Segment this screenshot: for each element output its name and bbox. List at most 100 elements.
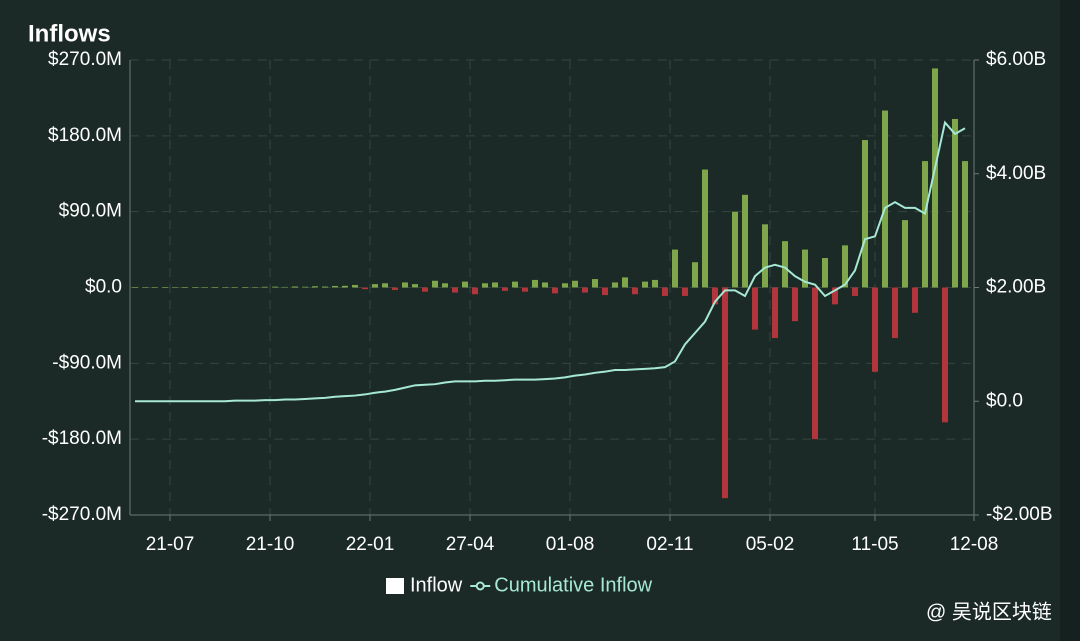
bar [892,287,898,339]
bar [272,286,278,288]
bar [952,118,958,288]
bar [422,287,428,292]
y-tick-label: -$90.0M [52,352,122,373]
bar [312,286,318,288]
y-tick-label: $180.0M [48,125,122,146]
bar [322,286,328,288]
bar [962,161,968,288]
bar [842,245,848,288]
bar [182,287,188,288]
bar [292,286,298,288]
bar [222,287,228,288]
bar [692,262,698,288]
legend-marker [475,581,485,591]
bar [852,287,858,296]
bar [902,220,908,288]
bar [452,287,458,293]
y2-tick-label: $6.00B [986,49,1046,70]
bar [152,287,158,288]
bar [232,286,238,288]
y2-tick-label: $0.0 [986,390,1023,411]
bar [782,241,788,288]
bar [912,287,918,313]
bar [702,169,708,288]
bar [402,282,408,288]
bar [802,249,808,288]
bar [362,287,368,290]
bar [752,287,758,330]
x-tick-label: 01-08 [546,534,595,555]
bar [462,281,468,288]
bar [832,287,838,305]
bar [342,285,348,288]
bar [592,279,598,288]
x-tick-label: 22-01 [346,534,395,555]
legend-label: Cumulative Inflow [494,574,652,596]
x-tick-label: 05-02 [746,534,795,555]
bar [172,287,178,288]
bar [932,68,938,288]
bar [432,280,438,288]
bar [742,194,748,288]
bar [512,281,518,288]
x-tick-label: 12-08 [950,534,999,555]
bar [352,284,358,288]
bar [192,287,198,288]
bar [572,280,578,288]
bar [642,281,648,288]
edge-strip [1060,0,1080,641]
y-tick-label: -$270.0M [42,504,122,525]
bar [942,287,948,423]
y2-tick-label: $2.00B [986,277,1046,298]
bar [162,287,168,288]
bar [212,287,218,288]
bar [562,283,568,288]
bar [882,110,888,288]
x-tick-label: 11-05 [851,534,898,555]
bar [582,287,588,293]
bar [522,287,528,292]
bar [602,287,608,296]
bar [672,249,678,288]
bar [622,277,628,288]
bar [722,287,728,499]
chart-title: Inflows [28,20,111,47]
bar [812,287,818,440]
bar [372,284,378,288]
y-tick-label: $270.0M [48,49,122,70]
bar [662,287,668,296]
bar [612,282,618,288]
bar [502,287,508,291]
bar [542,282,548,288]
bar [862,140,868,288]
bar [492,282,498,288]
x-tick-label: 27-04 [446,534,495,555]
x-tick-label: 21-10 [246,534,295,555]
bar [132,287,138,288]
bar [392,287,398,291]
bar [922,161,928,288]
bar [482,283,488,288]
bar [822,258,828,288]
bar [332,285,338,288]
y-tick-label: $0.0 [85,277,122,298]
bar [872,287,878,372]
bar [252,287,258,288]
bar [412,284,418,288]
bar [792,287,798,322]
bar [712,287,718,305]
bar [382,283,388,288]
bar [262,286,268,288]
y2-tick-label: $4.00B [986,163,1046,184]
y2-tick-label: -$2.00B [986,504,1053,525]
bar [142,287,148,288]
bar [652,279,658,288]
legend-swatch [386,578,404,594]
bar [632,287,638,295]
bar [202,287,208,288]
bar [682,287,688,296]
legend-label: Inflow [410,574,463,596]
bar [552,287,558,294]
